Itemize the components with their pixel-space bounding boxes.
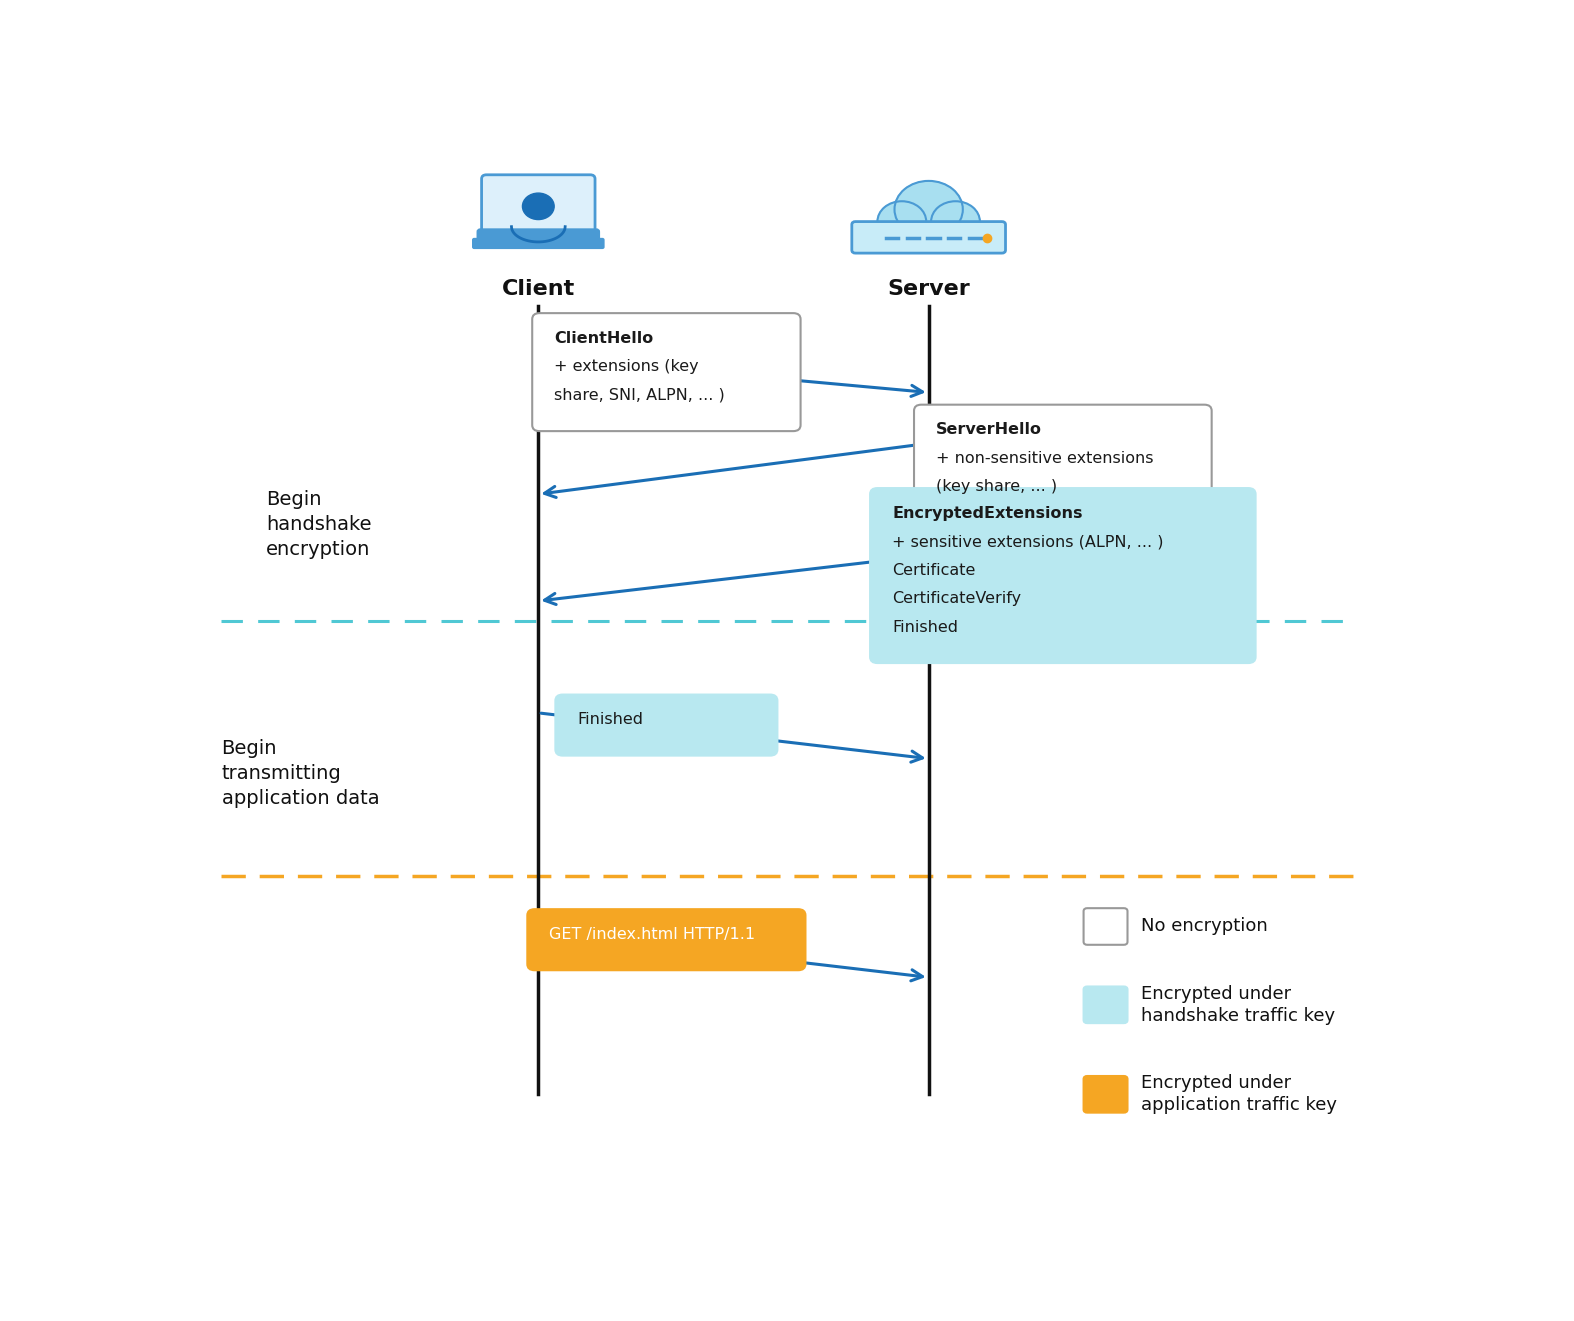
Circle shape bbox=[523, 193, 554, 219]
Text: EncryptedExtensions: EncryptedExtensions bbox=[892, 506, 1083, 520]
FancyBboxPatch shape bbox=[870, 487, 1256, 663]
Text: ServerHello: ServerHello bbox=[937, 423, 1042, 437]
Text: Begin
handshake
encryption: Begin handshake encryption bbox=[266, 490, 371, 559]
Text: Encrypted under
application traffic key: Encrypted under application traffic key bbox=[1141, 1074, 1336, 1115]
FancyBboxPatch shape bbox=[1083, 908, 1127, 945]
Text: Server: Server bbox=[888, 279, 970, 299]
Circle shape bbox=[924, 214, 963, 246]
Text: Client: Client bbox=[502, 279, 575, 299]
FancyBboxPatch shape bbox=[532, 313, 801, 431]
FancyBboxPatch shape bbox=[482, 174, 595, 239]
Text: Finished: Finished bbox=[578, 712, 644, 728]
Circle shape bbox=[877, 201, 926, 242]
FancyBboxPatch shape bbox=[556, 695, 778, 756]
Text: + sensitive extensions (ALPN, ... ): + sensitive extensions (ALPN, ... ) bbox=[892, 534, 1163, 550]
Text: Finished: Finished bbox=[892, 620, 959, 634]
Text: No encryption: No encryption bbox=[1141, 918, 1267, 935]
FancyBboxPatch shape bbox=[478, 230, 598, 244]
FancyBboxPatch shape bbox=[852, 222, 1006, 254]
Text: ClientHello: ClientHello bbox=[554, 330, 653, 346]
Text: Begin
transmitting
application data: Begin transmitting application data bbox=[222, 740, 379, 808]
Circle shape bbox=[951, 218, 981, 242]
Text: Certificate: Certificate bbox=[892, 563, 976, 577]
FancyBboxPatch shape bbox=[1083, 987, 1127, 1022]
Circle shape bbox=[894, 214, 933, 246]
Text: Encrypted under
handshake traffic key: Encrypted under handshake traffic key bbox=[1141, 984, 1335, 1025]
FancyBboxPatch shape bbox=[474, 239, 603, 248]
Text: CertificateVerify: CertificateVerify bbox=[892, 592, 1022, 606]
Text: + non-sensitive extensions: + non-sensitive extensions bbox=[937, 450, 1154, 466]
Text: GET /index.html HTTP/1.1: GET /index.html HTTP/1.1 bbox=[549, 927, 756, 942]
FancyBboxPatch shape bbox=[527, 909, 806, 970]
Circle shape bbox=[894, 181, 963, 238]
Text: share, SNI, ALPN, ... ): share, SNI, ALPN, ... ) bbox=[554, 388, 726, 403]
Circle shape bbox=[877, 218, 907, 242]
FancyBboxPatch shape bbox=[1083, 1077, 1127, 1112]
Text: + extensions (key: + extensions (key bbox=[554, 359, 699, 374]
Text: (key share, ... ): (key share, ... ) bbox=[937, 480, 1058, 494]
FancyBboxPatch shape bbox=[914, 404, 1212, 523]
Circle shape bbox=[932, 201, 981, 242]
